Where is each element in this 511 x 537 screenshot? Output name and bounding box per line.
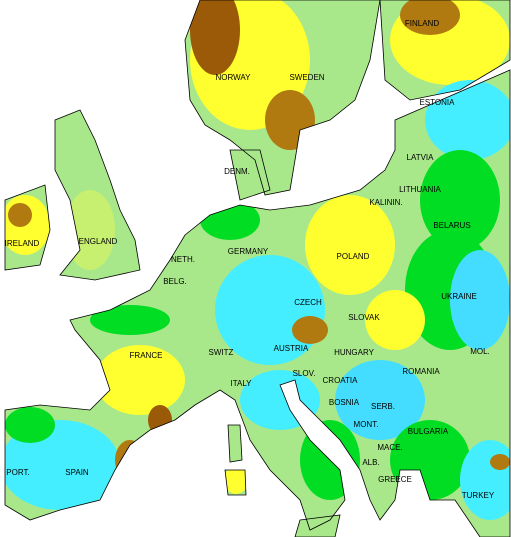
country-label: MACE. [377,443,402,452]
country-label: SERB. [371,402,395,411]
country-label: AUSTRIA [274,344,309,353]
country-label: BOSNIA [329,398,360,407]
country-label: SLOVAK [348,313,380,322]
country-label: ITALY [230,379,252,388]
country-label: FINLAND [405,19,439,28]
country-label: NORWAY [216,73,252,82]
country-label: ROMANIA [402,367,440,376]
country-label: ALB. [362,458,379,467]
country-label: HUNGARY [334,348,375,357]
country-labels: FINLAND NORWAY SWEDEN ESTONIA LATVIA LITHUANI… [5,19,495,500]
coastlines [4,0,511,537]
country-label: CZECH [294,298,322,307]
country-label: BELG. [163,277,187,286]
country-label: ESTONIA [420,98,456,107]
country-label: PORT. [6,468,29,477]
country-label: MOL. [470,347,490,356]
country-label: CROATIA [323,376,359,385]
country-label: ENGLAND [79,237,118,246]
country-label: POLAND [337,252,370,261]
country-label: MONT. [354,420,379,429]
country-label: LITHUANIA [399,185,441,194]
country-label: FRANCE [130,351,163,360]
country-label: DENM. [224,167,250,176]
country-label: TURKEY [462,491,495,500]
country-label: SWITZ [209,348,234,357]
country-label: BULGARIA [408,427,449,436]
country-label: NETH. [171,255,195,264]
country-label: IRELAND [5,239,40,248]
country-label: UKRAINE [441,292,477,301]
country-label: SWEDEN [289,73,324,82]
country-label: GERMANY [228,247,269,256]
country-label: KALININ. [369,198,402,207]
country-label: BELARUS [433,221,470,230]
country-label: SPAIN [65,468,89,477]
country-label: SLOV. [293,369,316,378]
country-label: LATVIA [407,153,435,162]
country-label: GREECE [378,475,412,484]
